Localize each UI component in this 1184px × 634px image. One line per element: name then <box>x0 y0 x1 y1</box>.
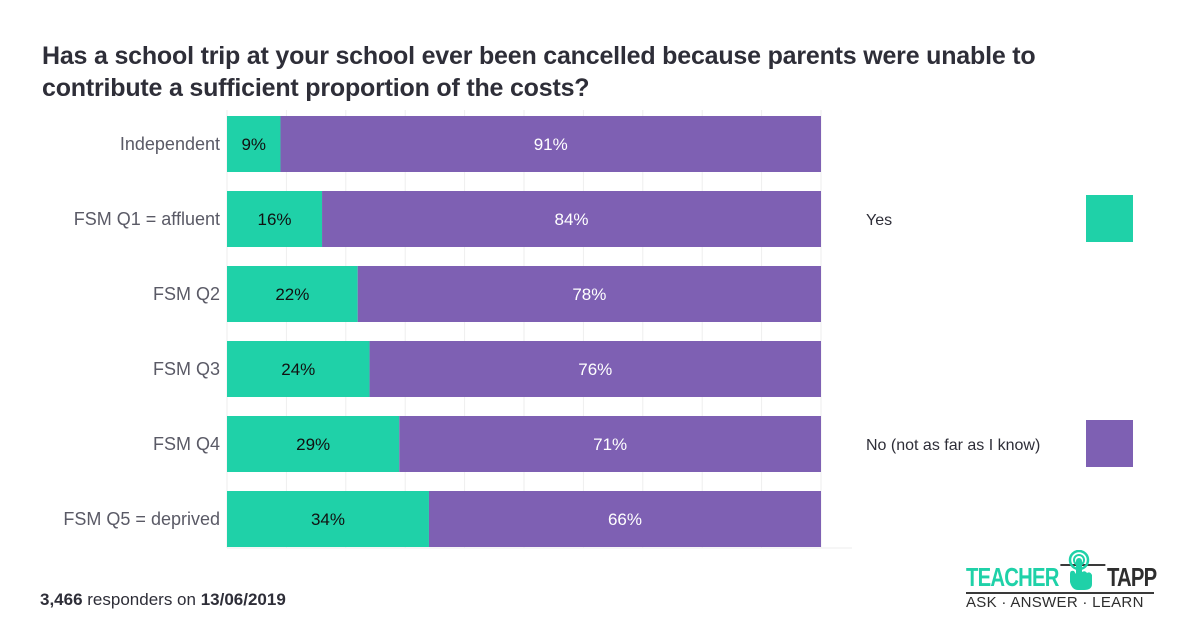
legend: Yes No (not as far as I know) <box>866 195 1133 467</box>
bar-yes <box>227 116 281 172</box>
bar-yes <box>227 266 358 322</box>
category-label: Independent <box>120 134 220 154</box>
legend-swatch <box>1086 195 1133 242</box>
category-label: FSM Q1 = affluent <box>74 209 220 229</box>
responders-footer: 3,466 responders on 13/06/2019 <box>40 590 286 610</box>
responder-count: 3,466 <box>40 590 83 609</box>
data-label-no: 91% <box>534 135 568 154</box>
bar-yes <box>227 341 370 397</box>
logo-word-tapp: TAPP <box>1104 562 1157 592</box>
logo-tagline: ASK · ANSWER · LEARN <box>966 594 1144 611</box>
data-label-no: 76% <box>578 360 612 379</box>
bar-yes <box>227 491 429 547</box>
responders-text: responders on <box>82 590 201 609</box>
bar-no <box>369 341 821 397</box>
legend-swatch <box>1086 420 1133 467</box>
category-label: FSM Q2 <box>153 284 220 304</box>
data-label-no: 78% <box>572 285 606 304</box>
bar-no <box>357 266 821 322</box>
data-label-yes: 9% <box>241 135 266 154</box>
data-label-no: 84% <box>555 210 589 229</box>
category-label: FSM Q4 <box>153 434 220 454</box>
category-labels: Independent FSM Q1 = affluent FSM Q2 FSM Q3… <box>63 134 220 529</box>
bar-yes <box>227 191 323 247</box>
data-label-yes: 34% <box>311 510 345 529</box>
category-label: FSM Q5 = deprived <box>63 509 220 529</box>
data-label-yes: 24% <box>281 360 315 379</box>
data-label-yes: 16% <box>258 210 292 229</box>
legend-label: Yes <box>866 212 892 229</box>
category-label: FSM Q3 <box>153 359 220 379</box>
bar-no <box>322 191 821 247</box>
chart-title: Has a school trip at your school ever be… <box>42 42 1036 102</box>
data-label-yes: 22% <box>275 285 309 304</box>
tap-hand-icon <box>1068 550 1092 590</box>
bar-no <box>428 491 821 547</box>
gridlines <box>226 110 852 549</box>
legend-label: No (not as far as I know) <box>866 437 1040 454</box>
teachertapp-logo: TEACHER TAPP ASK · ANSWER · LEARN <box>966 550 1157 614</box>
logo-word-teacher: TEACHER <box>966 562 1061 592</box>
bar-no <box>280 116 822 172</box>
bar-no <box>399 416 821 472</box>
bars: 9% 91% 16% 84% 22% 78% 24% 76% 29% 71% 34% 66% <box>227 116 822 547</box>
data-label-no: 71% <box>593 435 627 454</box>
data-label-no: 66% <box>608 510 642 529</box>
bar-yes <box>227 416 400 472</box>
survey-date: 13/06/2019 <box>200 590 286 609</box>
data-label-yes: 29% <box>296 435 330 454</box>
